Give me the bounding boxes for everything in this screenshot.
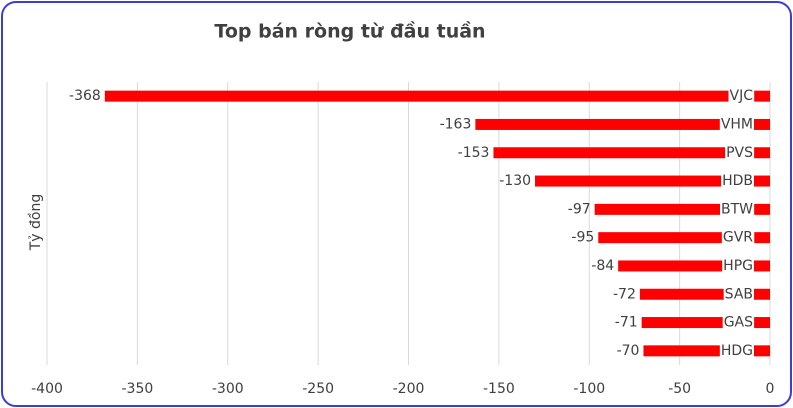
category-label-bg bbox=[719, 115, 754, 134]
x-tick-label: -100 bbox=[573, 381, 605, 397]
category-label: BTW bbox=[721, 201, 753, 217]
category-label-bg bbox=[728, 87, 755, 106]
x-tick-label: -350 bbox=[121, 381, 153, 397]
data-label: -71 bbox=[615, 315, 638, 331]
category-label: VHM bbox=[721, 116, 753, 132]
category-label-bg bbox=[725, 143, 755, 162]
data-label: -84 bbox=[591, 258, 614, 274]
category-label: HDB bbox=[722, 173, 753, 189]
x-tick-label: -150 bbox=[483, 381, 515, 397]
category-label: VJC bbox=[730, 88, 754, 104]
data-label: -72 bbox=[613, 286, 636, 302]
data-label: -130 bbox=[499, 173, 531, 189]
bar bbox=[643, 345, 770, 357]
category-label-bg bbox=[722, 313, 755, 332]
data-label: -70 bbox=[617, 343, 640, 359]
bar bbox=[594, 203, 770, 215]
category-label-bg bbox=[721, 228, 755, 247]
bar bbox=[641, 317, 770, 329]
x-tick-label: -250 bbox=[302, 381, 334, 397]
x-tick-label: 0 bbox=[766, 381, 775, 397]
bar bbox=[104, 90, 771, 102]
category-label: HDG bbox=[721, 343, 753, 359]
category-label-bg bbox=[723, 285, 754, 304]
bar bbox=[618, 260, 770, 272]
bar bbox=[493, 147, 770, 159]
category-label: GVR bbox=[723, 230, 753, 246]
y-axis-label: Tỷ đồng bbox=[27, 194, 44, 252]
bar bbox=[639, 288, 770, 300]
category-label: PVS bbox=[726, 145, 753, 161]
category-label-bg bbox=[722, 256, 754, 275]
bar bbox=[475, 118, 770, 130]
data-label: -95 bbox=[571, 230, 594, 246]
x-tick-label: -300 bbox=[212, 381, 244, 397]
data-label: -97 bbox=[568, 201, 591, 217]
category-label-bg bbox=[721, 172, 754, 191]
data-label: -163 bbox=[440, 116, 472, 132]
category-label: GAS bbox=[724, 315, 753, 331]
x-tick-label: -50 bbox=[668, 381, 691, 397]
chart-title: Top bán ròng từ đầu tuần bbox=[214, 20, 485, 43]
x-tick-label: -400 bbox=[31, 381, 63, 397]
x-tick-label: -200 bbox=[393, 381, 425, 397]
category-label-bg bbox=[719, 341, 754, 360]
category-label: SAB bbox=[725, 286, 753, 302]
category-label: HPG bbox=[723, 258, 753, 274]
category-label-bg bbox=[720, 200, 755, 219]
bar bbox=[535, 175, 770, 187]
data-label: -368 bbox=[69, 88, 101, 104]
data-label: -153 bbox=[458, 145, 490, 161]
bar bbox=[598, 232, 770, 244]
